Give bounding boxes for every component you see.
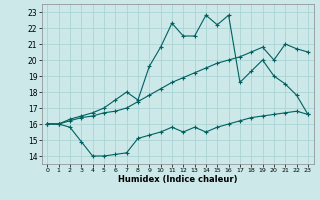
X-axis label: Humidex (Indice chaleur): Humidex (Indice chaleur) (118, 175, 237, 184)
